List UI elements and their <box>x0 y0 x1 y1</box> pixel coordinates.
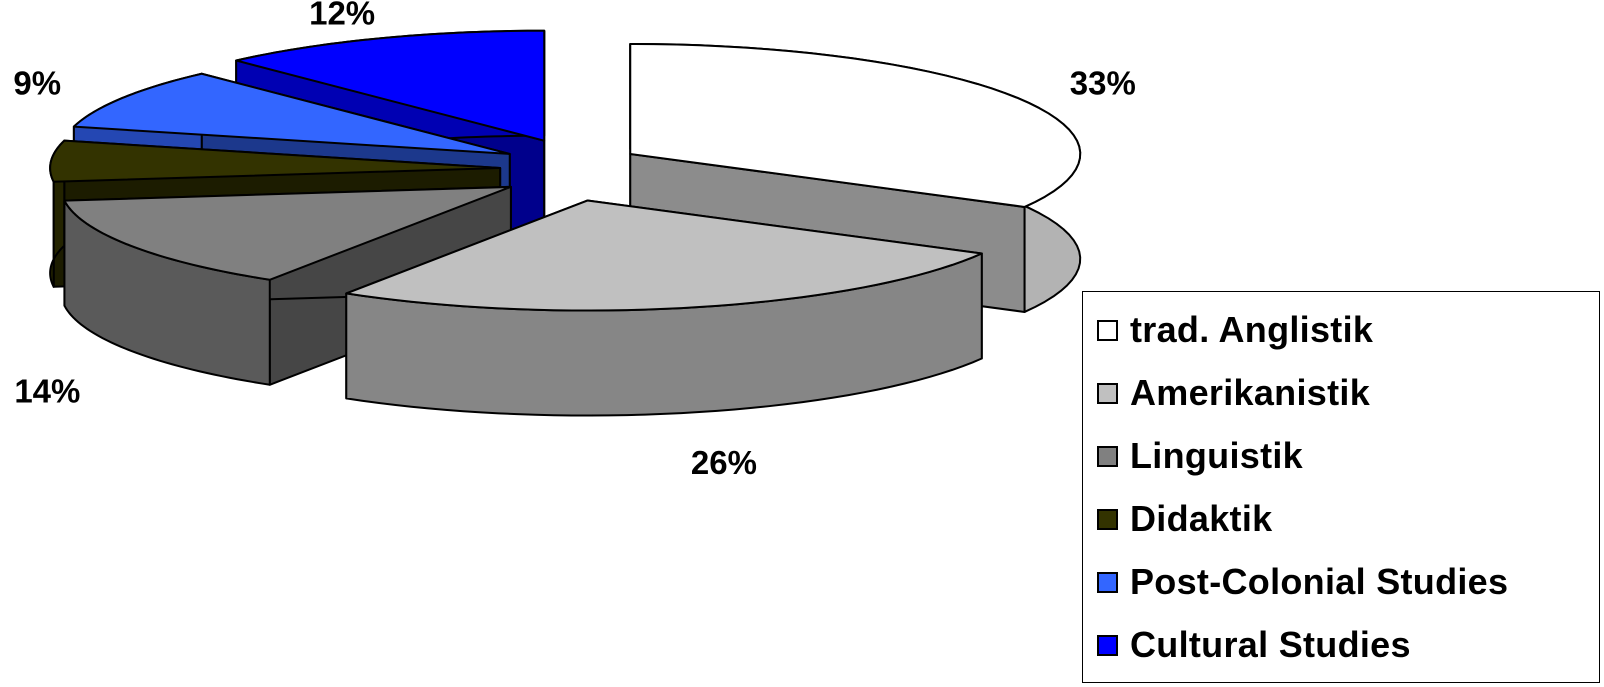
legend-item-amerikanistik: Amerikanistik <box>1097 372 1371 413</box>
data-label: 9% <box>13 64 61 101</box>
slice-top-face <box>629 42 1082 208</box>
legend-swatch <box>1097 319 1118 341</box>
slice-top-face <box>345 199 983 312</box>
legend-item-post-colonial-studies: Post-Colonial Studies <box>1097 561 1509 602</box>
slice-top-face <box>63 185 512 281</box>
legend-label: Amerikanistik <box>1130 372 1371 413</box>
slice-top-face <box>72 72 511 155</box>
pie-slice-amerikanistik <box>345 199 983 417</box>
data-label: 12% <box>309 0 375 32</box>
legend: trad. Anglistik Amerikanistik Linguistik… <box>1082 291 1600 683</box>
legend-item-linguistik: Linguistik <box>1097 435 1303 476</box>
slice-top-face <box>235 29 546 142</box>
legend-label: Didaktik <box>1130 498 1273 539</box>
data-label: 33% <box>1070 64 1136 101</box>
legend-label: Post-Colonial Studies <box>1130 561 1509 602</box>
legend-item-didaktik: Didaktik <box>1097 498 1273 539</box>
data-label: 26% <box>691 444 757 481</box>
legend-swatch <box>1097 634 1118 656</box>
slice-top-face <box>49 139 502 183</box>
data-label: 14% <box>14 373 80 410</box>
legend-swatch <box>1097 508 1118 530</box>
legend-label: Cultural Studies <box>1130 624 1411 665</box>
legend-item-trad-anglistik: trad. Anglistik <box>1097 309 1374 350</box>
legend-label: trad. Anglistik <box>1130 309 1374 350</box>
legend-swatch <box>1097 571 1118 593</box>
legend-swatch <box>1097 445 1118 467</box>
legend-label: Linguistik <box>1130 435 1303 476</box>
legend-item-cultural-studies: Cultural Studies <box>1097 624 1411 665</box>
legend-swatch <box>1097 382 1118 404</box>
